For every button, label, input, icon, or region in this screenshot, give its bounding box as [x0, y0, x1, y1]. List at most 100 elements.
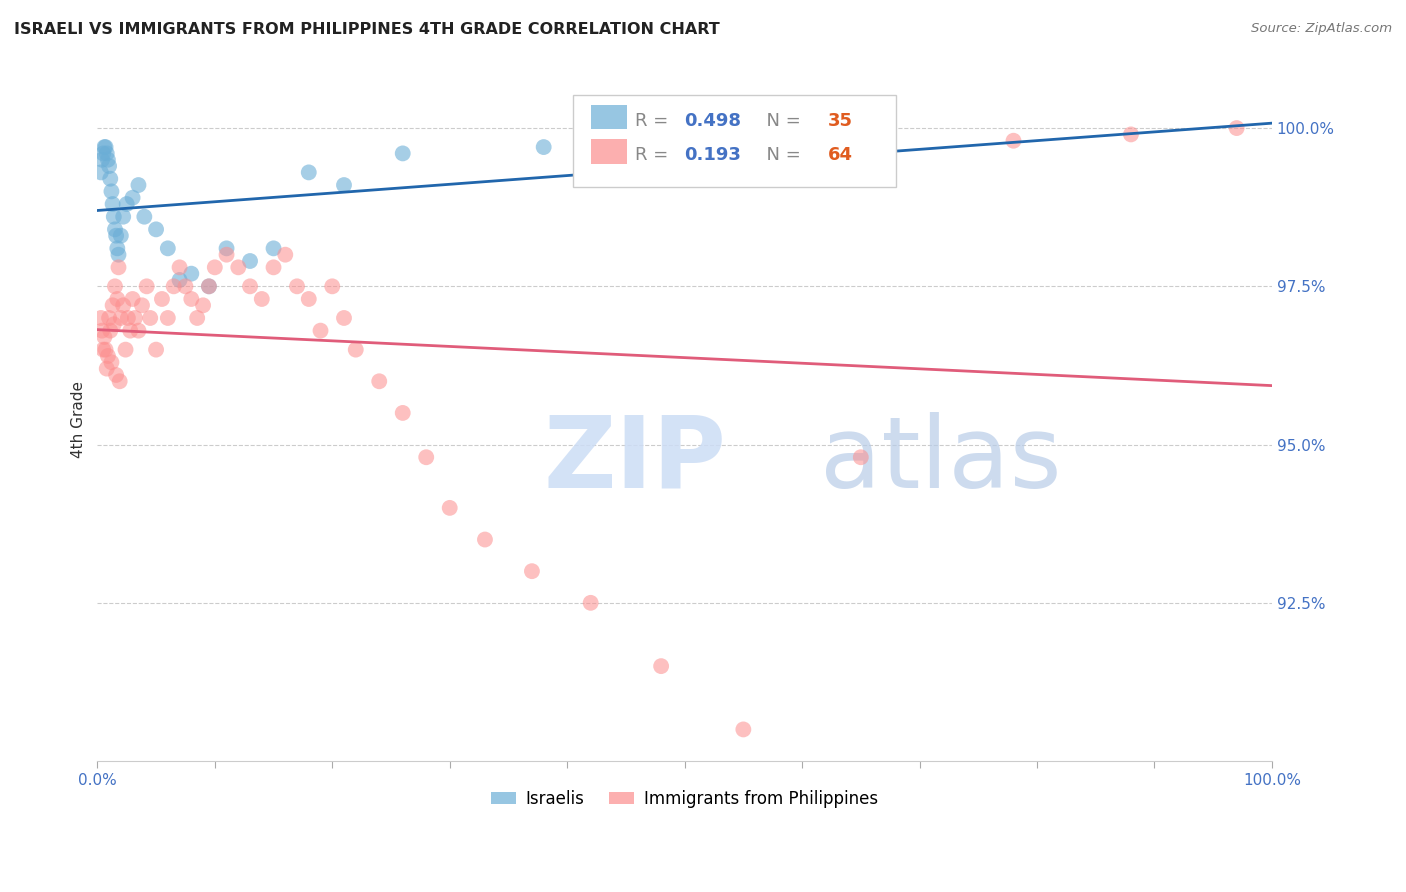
Point — [93, 330, 115, 344]
Text: N =: N = — [755, 112, 807, 129]
Text: R =: R = — [636, 145, 675, 164]
Point — [156, 310, 179, 325]
Point — [91, 153, 114, 167]
Point — [169, 273, 191, 287]
Point — [1119, 128, 1142, 142]
Point — [105, 292, 128, 306]
Point — [579, 596, 602, 610]
Point — [298, 292, 321, 306]
Point — [215, 248, 238, 262]
Point — [96, 146, 118, 161]
Point — [94, 343, 117, 357]
Point — [98, 159, 121, 173]
Point — [309, 324, 332, 338]
Point — [198, 279, 221, 293]
Point — [98, 310, 121, 325]
Point — [97, 153, 120, 167]
Point — [110, 310, 132, 325]
Point — [198, 279, 221, 293]
Point — [94, 140, 117, 154]
Point — [250, 292, 273, 306]
Point — [124, 310, 146, 325]
Point — [226, 260, 249, 275]
Point — [105, 228, 128, 243]
Point — [91, 324, 114, 338]
Point — [145, 343, 167, 357]
Point — [101, 298, 124, 312]
FancyBboxPatch shape — [574, 95, 896, 186]
Text: N =: N = — [755, 145, 807, 164]
Point — [107, 248, 129, 262]
Point — [638, 128, 661, 142]
Point — [91, 343, 114, 357]
Point — [100, 185, 122, 199]
Point — [101, 197, 124, 211]
Point — [114, 343, 136, 357]
Point — [849, 450, 872, 465]
Point — [131, 298, 153, 312]
Point — [134, 210, 156, 224]
Point — [108, 374, 131, 388]
Point — [112, 298, 135, 312]
Point — [104, 279, 127, 293]
Point — [180, 267, 202, 281]
Point — [533, 140, 555, 154]
Point — [112, 210, 135, 224]
Point — [180, 292, 202, 306]
Point — [105, 368, 128, 382]
Legend: Israelis, Immigrants from Philippines: Israelis, Immigrants from Philippines — [484, 783, 886, 814]
Point — [103, 210, 125, 224]
Point — [90, 310, 112, 325]
FancyBboxPatch shape — [591, 104, 627, 129]
Point — [117, 310, 139, 325]
Point — [110, 228, 132, 243]
Point — [103, 318, 125, 332]
Text: 64: 64 — [828, 145, 853, 164]
Point — [127, 178, 149, 192]
FancyBboxPatch shape — [591, 139, 627, 163]
Point — [150, 292, 173, 306]
Point — [391, 146, 413, 161]
Point — [127, 324, 149, 338]
Point — [93, 140, 115, 154]
Point — [650, 659, 672, 673]
Point — [474, 533, 496, 547]
Point — [121, 292, 143, 306]
Point — [733, 723, 755, 737]
Point — [163, 279, 186, 293]
Point — [115, 197, 138, 211]
Point — [439, 500, 461, 515]
Point — [135, 279, 157, 293]
Point — [186, 310, 208, 325]
Point — [96, 361, 118, 376]
Point — [344, 343, 367, 357]
Point — [415, 450, 437, 465]
Text: 0.193: 0.193 — [685, 145, 741, 164]
Point — [105, 241, 128, 255]
Point — [298, 165, 321, 179]
Point — [333, 178, 356, 192]
Point — [91, 146, 114, 161]
Point — [204, 260, 226, 275]
Text: Source: ZipAtlas.com: Source: ZipAtlas.com — [1251, 22, 1392, 36]
Point — [139, 310, 162, 325]
Text: atlas: atlas — [820, 412, 1062, 508]
Point — [215, 241, 238, 255]
Point — [100, 355, 122, 369]
Point — [321, 279, 343, 293]
Text: 35: 35 — [828, 112, 853, 129]
Point — [97, 349, 120, 363]
Point — [169, 260, 191, 275]
Point — [1002, 134, 1025, 148]
Point — [120, 324, 142, 338]
Point — [98, 171, 121, 186]
Point — [104, 222, 127, 236]
Point — [263, 260, 285, 275]
Text: ISRAELI VS IMMIGRANTS FROM PHILIPPINES 4TH GRADE CORRELATION CHART: ISRAELI VS IMMIGRANTS FROM PHILIPPINES 4… — [14, 22, 720, 37]
Text: ZIP: ZIP — [544, 412, 727, 508]
Point — [285, 279, 308, 293]
Point — [191, 298, 214, 312]
Text: 0.498: 0.498 — [685, 112, 741, 129]
Point — [274, 248, 297, 262]
Point — [333, 310, 356, 325]
